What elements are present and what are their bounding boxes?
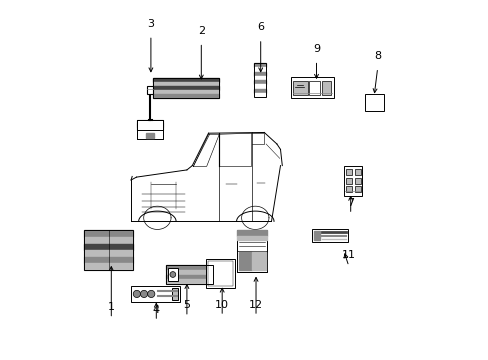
Bar	[152, 86, 219, 90]
Bar	[254, 63, 265, 67]
Bar	[254, 76, 265, 80]
Bar	[354, 169, 360, 175]
Bar	[346, 178, 351, 184]
Bar	[238, 252, 251, 270]
Text: 9: 9	[312, 44, 320, 54]
Bar	[84, 250, 133, 257]
Bar	[311, 229, 347, 242]
Text: 2: 2	[197, 26, 204, 36]
Bar	[254, 80, 265, 84]
Text: 1: 1	[107, 302, 115, 312]
Bar	[171, 288, 178, 300]
Bar	[205, 259, 234, 288]
Bar	[237, 230, 266, 272]
Bar	[313, 231, 320, 240]
Bar	[137, 123, 163, 127]
Bar	[237, 230, 266, 272]
Bar	[166, 265, 212, 284]
Text: 10: 10	[215, 300, 229, 310]
Text: 6: 6	[257, 22, 264, 32]
Bar	[346, 169, 351, 175]
Text: 4: 4	[152, 305, 160, 315]
Bar	[152, 82, 219, 86]
Bar	[147, 86, 153, 94]
Text: 12: 12	[248, 300, 263, 310]
Bar	[167, 268, 178, 281]
Bar	[292, 81, 307, 95]
Bar	[254, 72, 265, 76]
Circle shape	[147, 290, 155, 297]
Bar	[254, 93, 265, 97]
Bar	[254, 67, 265, 72]
Bar	[137, 127, 163, 130]
Bar	[346, 186, 351, 192]
Text: 11: 11	[341, 250, 355, 260]
Bar	[251, 252, 265, 270]
Bar	[343, 166, 361, 196]
Circle shape	[140, 290, 147, 297]
Bar	[237, 230, 266, 236]
Bar	[152, 90, 219, 94]
Text: 5: 5	[183, 300, 190, 310]
Bar	[84, 237, 133, 244]
Text: 7: 7	[346, 198, 353, 208]
Bar	[137, 120, 163, 130]
Bar	[208, 261, 232, 286]
Bar	[152, 78, 219, 82]
Bar	[166, 270, 212, 275]
Bar	[152, 94, 219, 98]
Bar	[84, 230, 133, 270]
Text: 8: 8	[373, 51, 381, 61]
Bar	[131, 286, 179, 302]
Bar	[137, 120, 163, 139]
Circle shape	[133, 290, 140, 297]
Bar	[354, 186, 360, 192]
Bar	[254, 84, 265, 89]
Bar	[166, 279, 212, 284]
Bar	[137, 120, 163, 123]
Bar	[354, 178, 360, 184]
Bar	[365, 94, 384, 111]
Bar	[166, 274, 212, 279]
Bar	[254, 63, 265, 97]
Bar	[254, 89, 265, 93]
Bar	[152, 78, 219, 98]
Bar	[84, 230, 133, 237]
Bar	[137, 120, 163, 139]
Circle shape	[170, 271, 175, 277]
Bar	[321, 81, 330, 95]
Bar	[84, 257, 133, 264]
Bar	[84, 244, 133, 250]
Bar	[237, 236, 266, 240]
Bar	[146, 133, 153, 138]
Bar	[309, 81, 320, 95]
Bar	[166, 265, 212, 270]
Bar	[291, 77, 333, 98]
Bar	[84, 264, 133, 270]
Text: 3: 3	[147, 19, 154, 29]
